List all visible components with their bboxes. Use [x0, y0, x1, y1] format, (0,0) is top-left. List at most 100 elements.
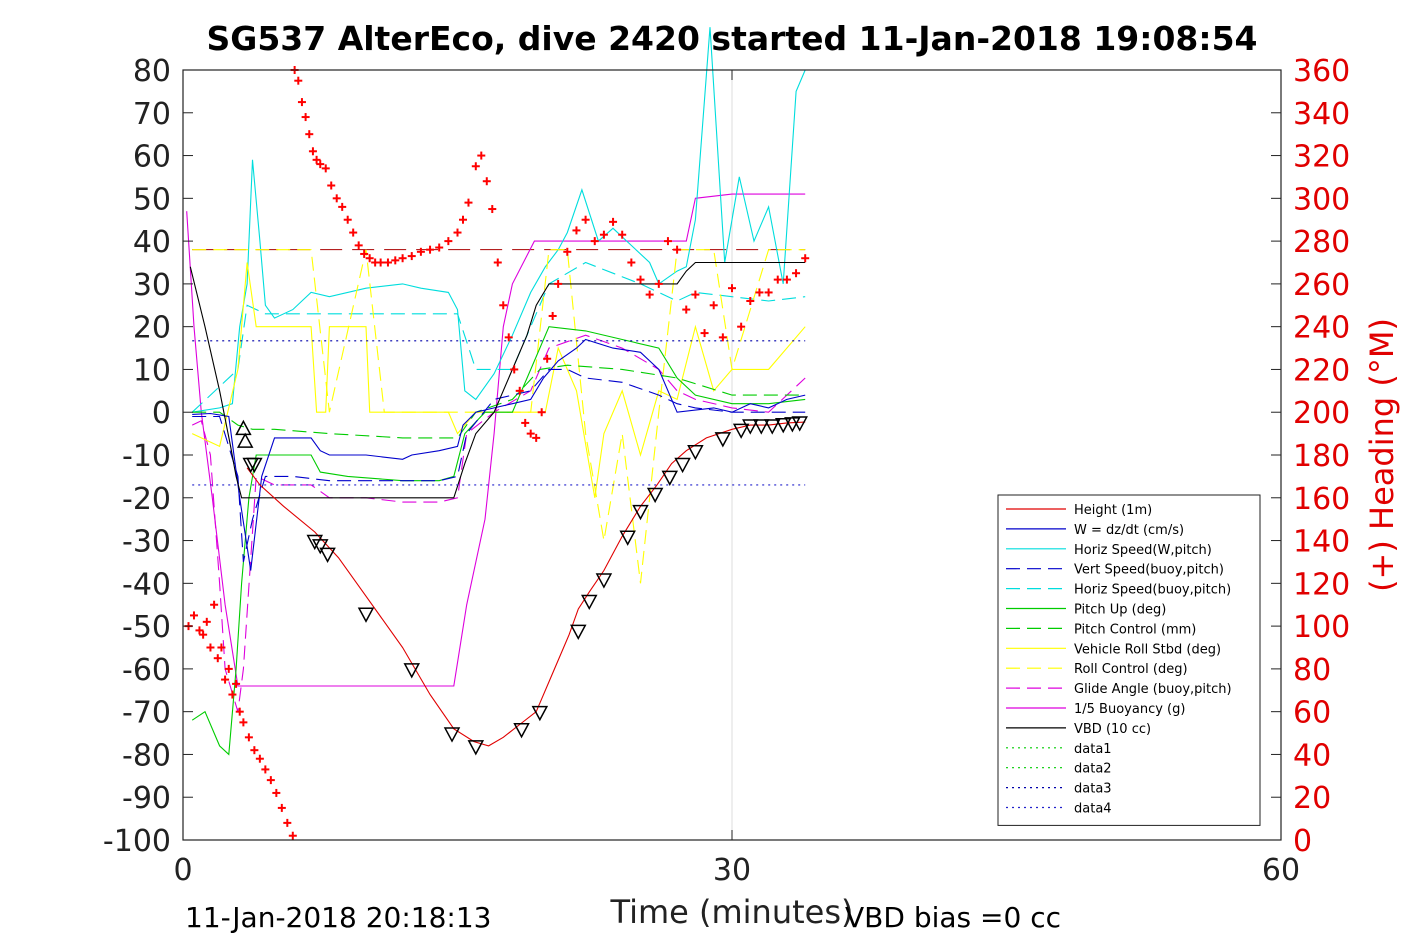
legend-label: Vehicle Roll Stbd (deg): [1074, 642, 1221, 657]
y-tick-label: 60: [133, 140, 171, 175]
heading-point: [488, 205, 497, 214]
x-tick-label: 0: [173, 853, 192, 888]
heading-point: [464, 198, 473, 207]
heading-point: [515, 386, 524, 395]
heading-point: [308, 147, 317, 156]
heading-point: [294, 76, 303, 85]
y-tick-label: 30: [133, 268, 171, 303]
heading-point: [627, 258, 636, 267]
heading-point: [682, 305, 691, 314]
legend-entry: Pitch Control (mm): [1006, 622, 1196, 637]
heading-point: [691, 290, 700, 299]
legend-label: Pitch Control (mm): [1074, 622, 1196, 637]
heading-point: [718, 333, 727, 342]
heading-point: [195, 626, 204, 635]
series-vert-speed-buoy-pitch: [192, 368, 806, 563]
triangle-marker: [661, 470, 679, 486]
legend-entry: Pitch Up (deg): [1006, 603, 1166, 618]
heading-point: [312, 155, 321, 164]
heading-point: [272, 788, 281, 797]
heading-point: [261, 765, 270, 774]
heading-point: [407, 252, 416, 261]
heading-point: [482, 177, 491, 186]
heading-point: [202, 617, 211, 626]
triangle-marker: [714, 432, 732, 448]
heading-point: [217, 643, 226, 652]
y2-tick-label: 340: [1293, 97, 1350, 132]
triangle-marker: [443, 727, 461, 743]
heading-point: [581, 215, 590, 224]
heading-point: [673, 245, 682, 254]
heading-point: [210, 600, 219, 609]
triangle-marker: [235, 419, 252, 436]
y-tick-label: 70: [133, 97, 171, 132]
heading-point: [663, 237, 672, 246]
y-tick-label: -60: [122, 653, 171, 688]
legend-label: data4: [1074, 802, 1112, 817]
y-tick-label: 0: [152, 396, 171, 431]
heading-point: [255, 754, 264, 763]
heading-point: [235, 707, 244, 716]
y2-tick-label: 160: [1293, 482, 1350, 517]
legend-entry: Vert Speed(buoy,pitch): [1006, 563, 1224, 578]
heading-point: [782, 275, 791, 284]
y-tick-label: -40: [122, 567, 171, 602]
heading-point: [645, 290, 654, 299]
triangle-marker: [311, 539, 329, 555]
heading-point: [532, 433, 541, 442]
heading-point: [305, 130, 314, 139]
triangle-marker: [595, 573, 613, 589]
y-tick-label: 40: [133, 225, 171, 260]
heading-layer: [184, 66, 810, 840]
heading-point: [792, 269, 801, 278]
heading-point: [221, 675, 230, 684]
triangle-marker: [674, 457, 691, 474]
heading-point: [383, 258, 392, 267]
legend-entry: data3: [1006, 782, 1112, 797]
legend-entry: Roll Control (deg): [1006, 662, 1188, 677]
heading-point: [453, 228, 462, 237]
legend-label: Height (1m): [1074, 503, 1152, 518]
heading-point: [521, 418, 530, 427]
y2-tick-label: 120: [1293, 567, 1350, 602]
legend-entry: 1/5 Buoyancy (g): [1006, 702, 1185, 717]
heading-point: [283, 818, 292, 827]
legend-label: data1: [1074, 742, 1112, 757]
heading-point: [244, 733, 253, 742]
series-w-dz-dt-cm-s: [192, 338, 806, 571]
y2-tick-label: 180: [1293, 439, 1350, 474]
y2-tick-label: 200: [1293, 396, 1350, 431]
heading-point: [700, 329, 709, 338]
heading-point: [391, 256, 400, 265]
heading-point: [709, 301, 718, 310]
heading-point: [332, 194, 341, 203]
triangle-marker: [632, 504, 649, 521]
heading-point: [737, 322, 746, 331]
legend-entry: Glide Angle (buoy,pitch): [1006, 682, 1232, 697]
triangle-marker: [357, 607, 375, 623]
heading-point: [526, 429, 535, 438]
heading-point: [728, 284, 736, 293]
heading-point: [277, 803, 286, 812]
legend-label: Glide Angle (buoy,pitch): [1074, 682, 1232, 697]
y2-tick-label: 20: [1293, 781, 1331, 816]
y2-axis-label: (+) Heading (°M): [1363, 318, 1401, 592]
heading-point: [189, 611, 198, 620]
triangle-marker-layer: [235, 416, 808, 756]
legend-entry: data4: [1006, 802, 1112, 817]
heading-point: [250, 746, 259, 755]
triangle-marker: [513, 723, 530, 739]
x-tick-label: 60: [1262, 853, 1300, 888]
heading-point: [338, 202, 347, 211]
legend-entry: W = dz/dt (cm/s): [1006, 523, 1184, 538]
footer-vbd-bias: VBD bias =0 cc: [845, 901, 1061, 934]
triangle-marker: [646, 487, 664, 504]
heading-point: [548, 311, 557, 320]
heading-point: [354, 241, 363, 250]
legend-label: W = dz/dt (cm/s): [1074, 523, 1184, 538]
heading-point: [510, 365, 519, 374]
y-tick-label: -80: [122, 738, 171, 773]
triangle-marker: [774, 418, 792, 434]
heading-point: [232, 679, 241, 688]
y-tick-label: -20: [122, 482, 171, 517]
